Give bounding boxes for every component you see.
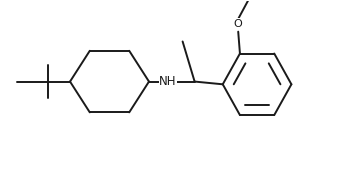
Text: NH: NH	[159, 75, 176, 88]
Text: O: O	[234, 19, 243, 29]
